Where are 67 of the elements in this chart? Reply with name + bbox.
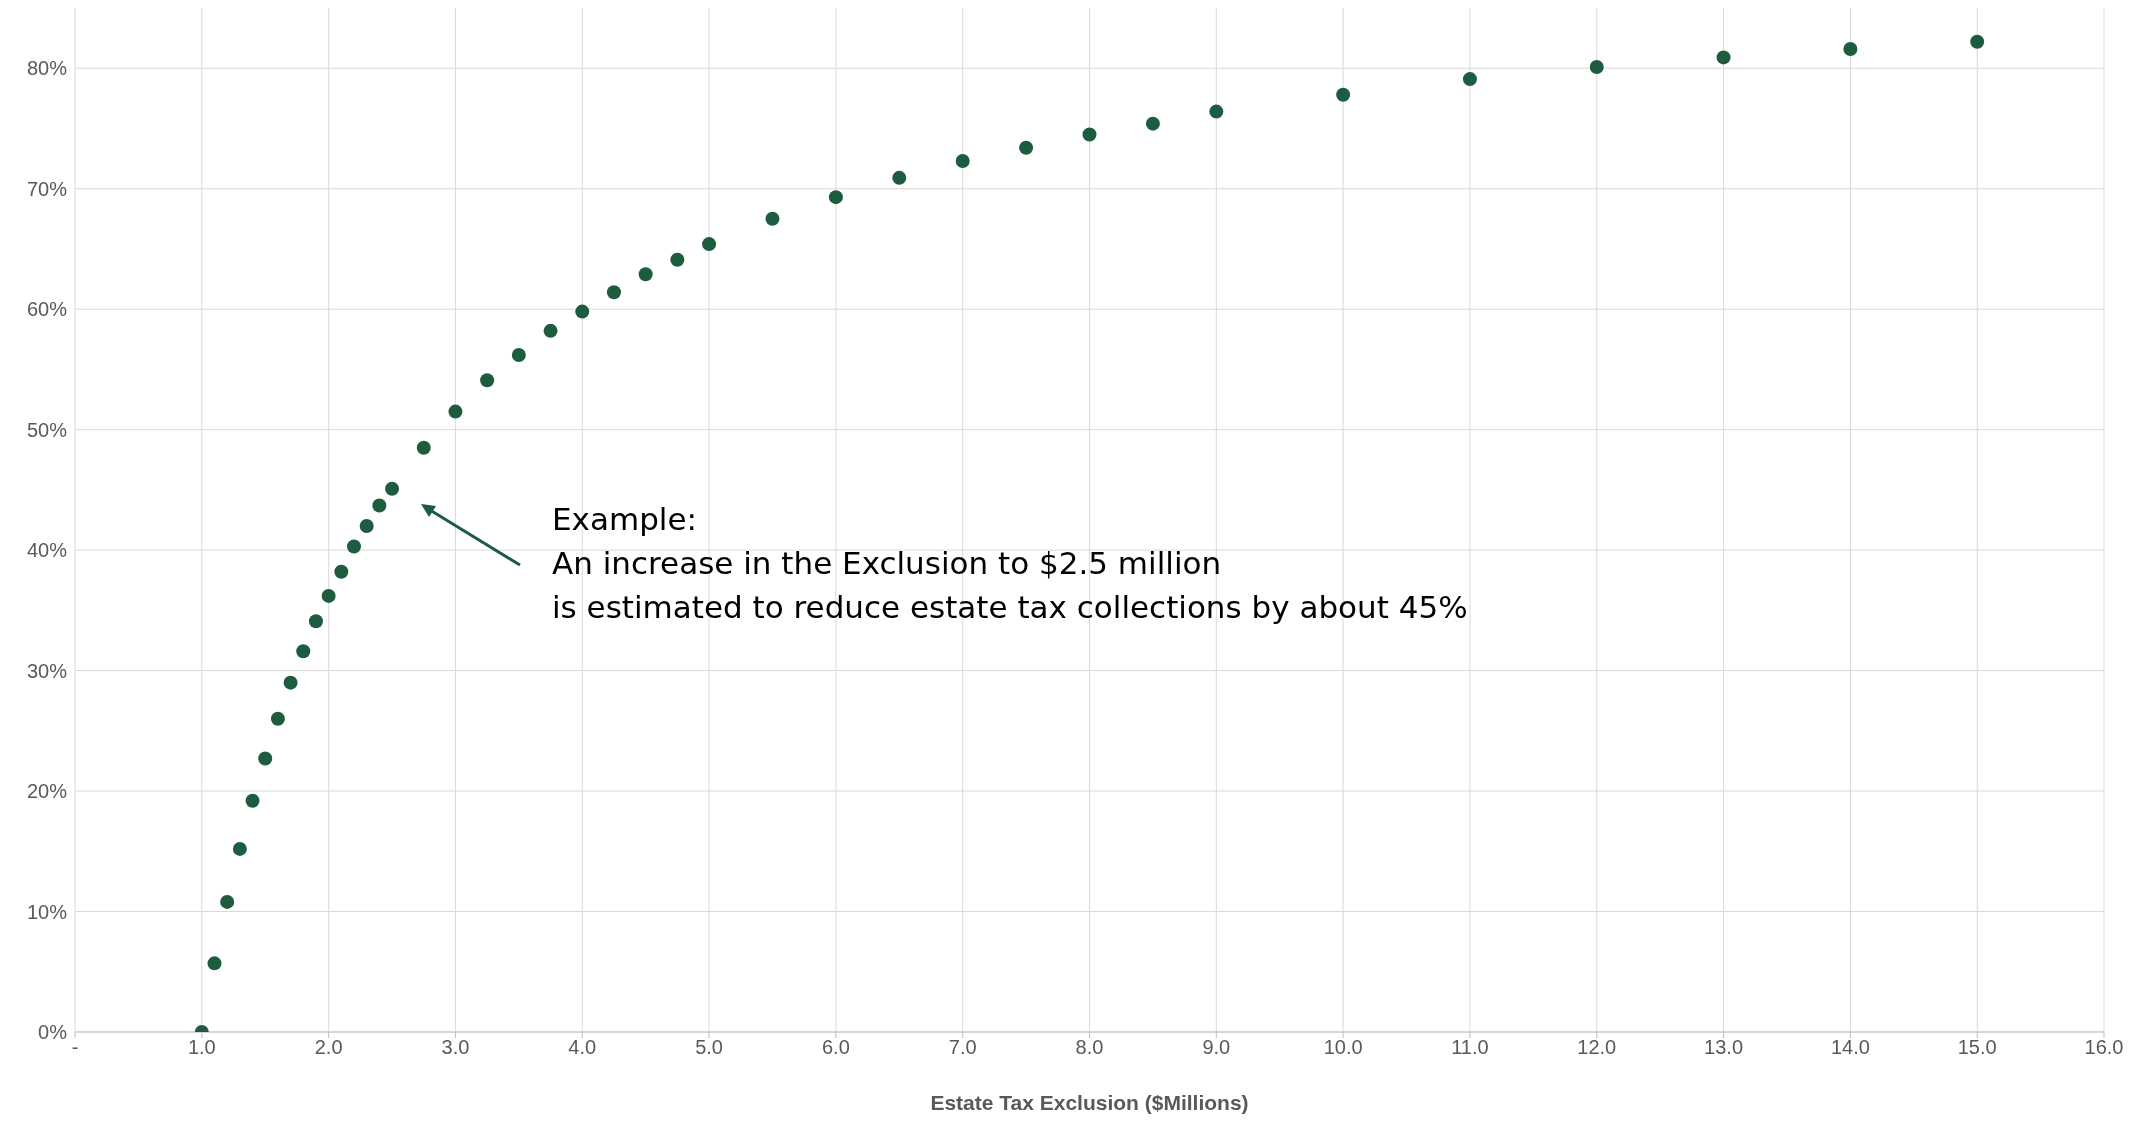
point [1209,104,1224,119]
point [543,323,558,338]
x-axis-title: Estate Tax Exclusion ($Millions) [930,1091,1249,1114]
point [1589,60,1604,75]
point [1970,34,1985,49]
y-tick-label: 80% [26,57,68,80]
point [448,404,463,419]
point [1462,72,1477,87]
x-tick-label: 16.0 [2084,1036,2124,1059]
y-tick-label: 60% [26,298,68,321]
y-tick-label: 30% [26,659,68,682]
point [828,190,843,205]
point [372,498,387,513]
y-tick-label: 70% [26,177,68,200]
point [511,347,526,362]
x-tick-label: 1.0 [187,1036,216,1059]
x-tick-label: 6.0 [821,1036,850,1059]
x-tick-label: 15.0 [1957,1036,1997,1059]
point [220,894,235,909]
x-tick-label: 11.0 [1451,1036,1489,1059]
x-tick-label: 14.0 [1830,1036,1870,1059]
y-tick-label: 50% [26,418,68,441]
point [283,675,298,690]
point [1716,50,1731,65]
annotation: Example: An increase in the Exclusion to $2.5 million is estimated to reduce estate tax collections by about 45% [552,501,1468,625]
point [416,440,431,455]
y-tick-label: 20% [26,780,68,803]
point [638,267,653,282]
y-tick-label: 0% [38,1021,68,1044]
point [575,304,590,319]
point [670,252,685,267]
x-tick-label: 4.0 [568,1036,597,1059]
point [321,588,336,603]
point [296,644,311,659]
x-tick-label: 8.0 [1075,1036,1104,1059]
y-tick-label: 10% [26,900,68,923]
point [207,956,222,971]
point [480,373,495,388]
point [1082,127,1097,142]
x-tick-label: 7.0 [948,1036,977,1059]
point [765,211,780,226]
x-tick-label: - [71,1036,79,1059]
point [270,711,285,726]
point [1336,87,1351,102]
x-tick-label: 2.0 [314,1036,343,1059]
point [892,170,907,185]
point [1019,140,1034,155]
x-tick-label: 3.0 [441,1036,470,1059]
point [606,285,621,300]
x-tick-label: 12.0 [1577,1036,1617,1059]
x-tick-label: 9.0 [1202,1036,1231,1059]
x-tick-label: 13.0 [1704,1036,1744,1059]
point [1843,41,1858,56]
y-tick-label: 40% [26,539,68,562]
x-tick-label: 10.0 [1323,1036,1363,1059]
point [245,793,260,808]
point [702,237,717,252]
point [1145,116,1160,131]
point [258,751,273,766]
point [385,481,400,496]
x-tick-label: 5.0 [695,1036,723,1059]
point [955,154,970,168]
point [308,614,323,629]
point [346,539,361,554]
point [232,841,247,856]
point [359,519,374,534]
point [334,564,349,579]
